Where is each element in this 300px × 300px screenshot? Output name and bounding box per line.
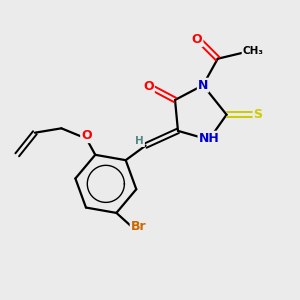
Text: O: O — [192, 33, 203, 46]
Text: O: O — [143, 80, 154, 93]
Text: H: H — [135, 136, 144, 146]
Text: NH: NH — [199, 132, 219, 145]
Text: N: N — [198, 79, 208, 92]
Text: O: O — [81, 129, 92, 142]
Text: S: S — [254, 108, 262, 121]
Text: CH₃: CH₃ — [243, 46, 264, 56]
Text: Br: Br — [131, 220, 146, 233]
